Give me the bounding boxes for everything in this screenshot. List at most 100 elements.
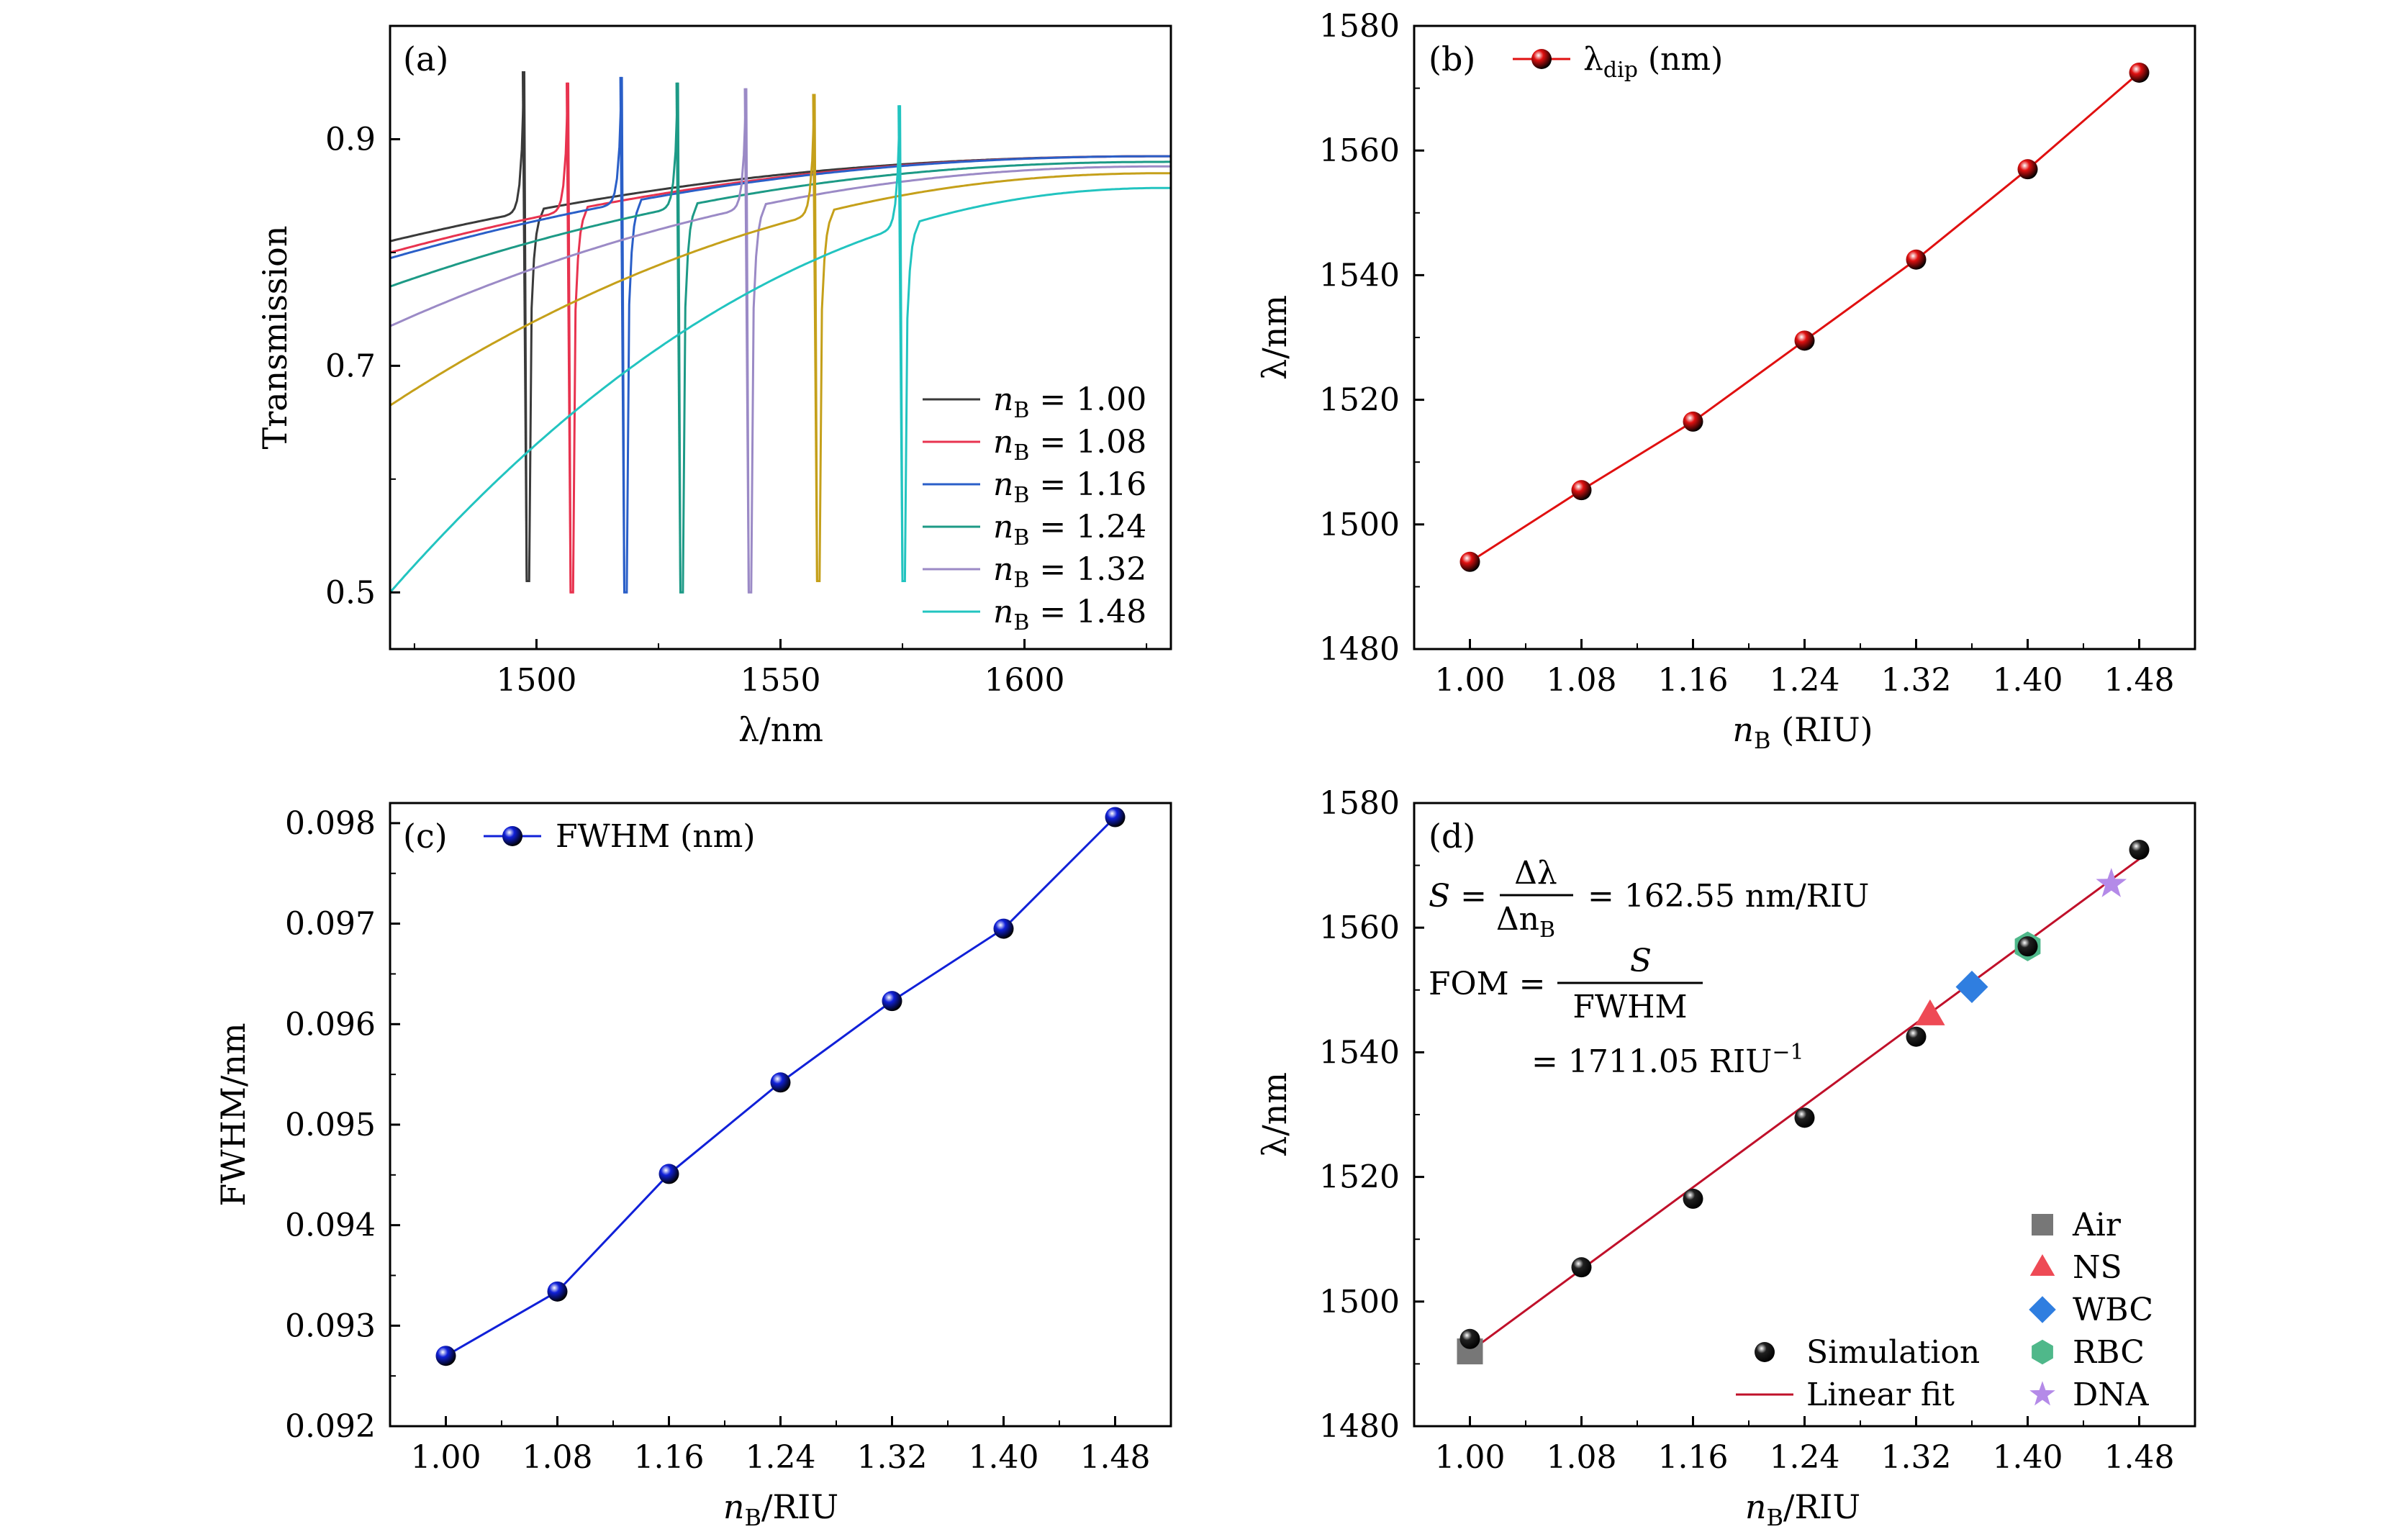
panel-d-xtick-label: 1.40 [1993,1439,2063,1476]
spectrum-line [390,71,1171,582]
panel-d-ytick-label: 1520 [1319,1159,1400,1196]
sensitivity-denominator: ΔnB [1496,901,1555,943]
sensitivity-value: = 162.55 nm/RIU [1588,878,1869,915]
lambda-dip-point [1459,551,1480,572]
sample-marker-wbc [1955,970,1988,1003]
legend-marker-dna [2029,1381,2055,1406]
spectrum-dip [897,105,904,581]
panel-a-xtick-label: 1550 [741,662,821,699]
sample-marker-dna [2096,868,2127,897]
lambda-dip-point [1683,411,1703,432]
panel-d-xtick-label: 1.16 [1658,1439,1729,1476]
fom-numerator: S [1630,943,1652,979]
sensitivity-numerator: Δλ [1514,855,1557,892]
legend-marker [1531,49,1552,69]
panel-c-ytick-label: 0.097 [285,906,376,943]
spectrum-dip [619,76,625,593]
legend-entry: nB = 1.16 [993,466,1146,508]
panel-b-label: (b) [1429,40,1475,78]
panel-c-ticks: 1.00 1.08 1.16 1.24 1.32 1.40 1.48 0.092 0.093 0.… [285,805,1150,1476]
panel-c-ytick-label: 0.092 [285,1408,376,1445]
legend-marker-simulation [1755,1342,1775,1362]
panel-d-ytick-label: 1540 [1319,1034,1400,1071]
spectrum-dip [565,82,572,593]
panel-a-plot-area [390,71,1171,594]
legend-marker-rbc [2032,1339,2053,1365]
fwhm-point [658,1164,679,1184]
simulation-point [1794,1107,1815,1128]
panel-a-ytick-label: 0.7 [325,348,376,384]
panel-b-xtick-label: 1.40 [1993,662,2063,699]
spectrum-line [390,94,1171,582]
panel-a-label: (a) [403,40,448,78]
lambda-dip-point [1906,249,1927,270]
panel-d-xtick-label: 1.32 [1881,1439,1952,1476]
panel-a-xtick-label: 1500 [496,662,576,699]
panel-b-xtick-label: 1.24 [1770,662,1840,699]
simulation-point [1906,1026,1927,1047]
panel-b-xtick-label: 1.08 [1547,662,1617,699]
panel-d-plot-area [1457,839,2150,1365]
lambda-dip-point [2129,62,2150,83]
sample-marker-ns [1915,999,1945,1025]
simulation-point [1571,1257,1592,1278]
panel-c-xtick-label: 1.16 [634,1439,705,1476]
legend-entry: nB = 1.48 [993,594,1146,635]
fwhm-point [993,918,1014,939]
panel-a: 1500 1550 1600 0.5 0.7 0.9 (a) λ/nm Transmiss… [255,24,1172,749]
legend-marker-air [2032,1214,2053,1236]
fom-denominator: FWHM [1572,989,1687,1025]
spectrum-dip [675,82,682,593]
fom-lhs: FOM = [1429,966,1546,1002]
legend-entry: RBC [2073,1334,2145,1371]
panel-d-xtick-label: 1.00 [1435,1439,1506,1476]
panel-a-ytick-label: 0.5 [325,574,376,611]
legend-entry: DNA [2073,1377,2150,1413]
fwhm-point [882,991,902,1012]
fwhm-point [770,1072,791,1093]
panel-a-series-group [390,71,1171,594]
panel-b-xtick-label: 1.48 [2104,662,2175,699]
panel-c-ytick-label: 0.098 [285,805,376,842]
legend-entry: Air [2072,1207,2122,1243]
panel-a-xlabel: λ/nm [738,710,823,749]
panel-c-xtick-label: 1.24 [746,1439,816,1476]
legend-marker [502,826,522,846]
spectrum-line [390,88,1171,594]
panel-d-xlabel: nB/RIU [1745,1487,1860,1531]
panel-b-ytick-label: 1580 [1319,8,1400,45]
panel-d-xtick-label: 1.48 [2104,1439,2175,1476]
panel-c-plot-area [435,807,1126,1366]
sensitivity-lhs: S = [1429,878,1487,915]
panel-d-ylabel: λ/nm [1255,1072,1294,1157]
panel-d-legend: Air NS WBC RBC DNA Simulation Linear fit [1736,1207,2153,1413]
panel-b-ytick-label: 1540 [1319,257,1400,294]
spectrum-line [390,82,1171,594]
legend-entry: λdip (nm) [1583,41,1723,83]
panel-d-ytick-label: 1500 [1319,1284,1400,1320]
legend-entry: FWHM (nm) [556,818,756,855]
fom-value: = 1711.05 RIU−1 [1531,1040,1804,1080]
panel-c-ytick-label: 0.093 [285,1307,376,1344]
panel-d-xtick-label: 1.08 [1547,1439,1617,1476]
legend-entry: nB = 1.24 [993,509,1146,550]
panel-d-ytick-label: 1580 [1319,785,1400,822]
panel-b-ytick-label: 1520 [1319,382,1400,419]
legend-entry: WBC [2073,1292,2153,1328]
panel-c-xtick-label: 1.40 [969,1439,1039,1476]
panel-c-ytick-label: 0.096 [285,1006,376,1043]
panel-d-annotation: S = Δλ ΔnB = 162.55 nm/RIU FOM = S FWHM … [1429,855,1869,1080]
lambda-dip-point [1571,480,1592,501]
legend-entry: Linear fit [1806,1377,1955,1413]
legend-entry: nB = 1.32 [993,551,1146,593]
spectrum-line [390,76,1171,594]
fwhm-point [435,1346,456,1366]
lambda-dip-line [1469,71,2140,563]
legend-entry: NS [2073,1249,2122,1286]
fwhm-point [547,1281,568,1302]
simulation-point [2017,936,2038,957]
panel-d-label: (d) [1429,817,1475,856]
simulation-point [1683,1188,1703,1209]
panel-c-ytick-label: 0.094 [285,1207,376,1244]
